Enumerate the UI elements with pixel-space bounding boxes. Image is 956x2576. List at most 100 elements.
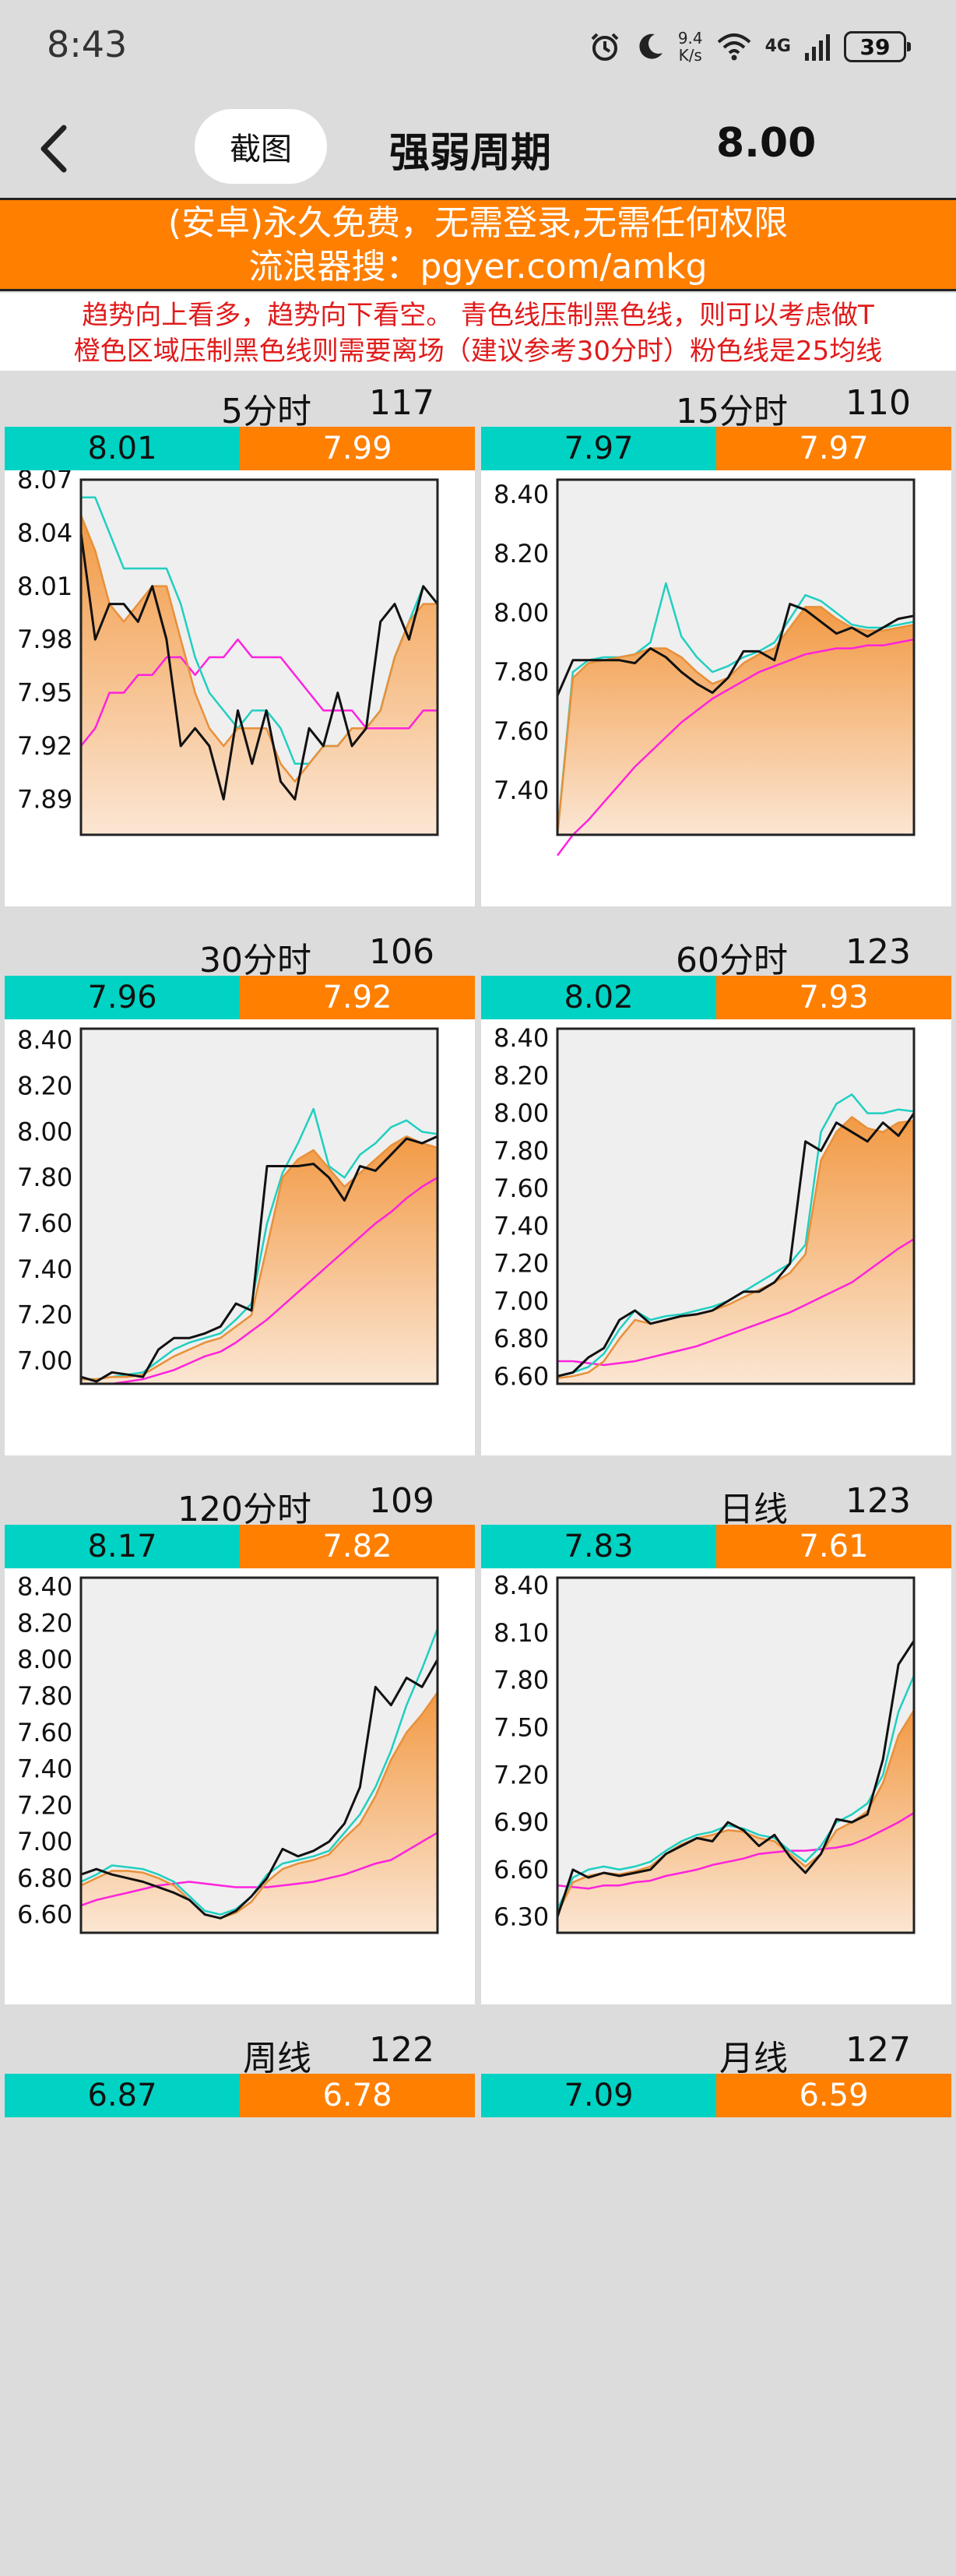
alarm-icon (591, 33, 619, 61)
y-tick-label: 7.00 (17, 1827, 72, 1856)
panel-value-bar: 8.02 7.93 (481, 976, 951, 1019)
panel-period-label: 120分时 (177, 1490, 311, 1529)
panel-value-bar: 6.87 6.78 (5, 2074, 475, 2117)
y-tick-label: 7.40 (17, 1255, 72, 1284)
panel-header: 日线 123 (481, 1478, 951, 1529)
orange-value: 7.82 (240, 1525, 475, 1568)
y-tick-label: 6.60 (17, 1900, 72, 1930)
panel-header: 5分时 117 (5, 380, 475, 431)
y-tick-label: 7.92 (17, 731, 72, 761)
orange-value: 7.99 (240, 427, 475, 470)
orange-value: 7.92 (240, 976, 475, 1019)
y-tick-label: 7.20 (494, 1760, 549, 1789)
plot-frame (556, 1576, 916, 1934)
y-tick-label: 8.40 (494, 480, 549, 509)
panel-count: 110 (845, 383, 911, 423)
panel-header: 60分时 123 (481, 929, 951, 980)
panel-header: 月线 127 (481, 2027, 951, 2078)
app-header: 截图 强弱周期 8.00 (0, 100, 956, 198)
y-tick-label: 8.20 (494, 539, 549, 568)
orange-area (557, 1117, 914, 1384)
y-tick-label: 7.40 (494, 1211, 549, 1240)
orange-area (81, 515, 438, 835)
cycle-panel: 120分时 109 8.17 7.82 8.40 8.20 8.00 7.80 7.60 7.40… (5, 1478, 475, 2027)
panel-header: 120分时 109 (5, 1478, 475, 1529)
y-tick-label: 7.20 (17, 1300, 72, 1330)
pink-ma25-line (81, 1177, 438, 1385)
y-tick-label: 7.00 (17, 1346, 72, 1376)
y-tick-label: 7.00 (494, 1286, 549, 1316)
y-tick-label: 6.60 (494, 1855, 549, 1884)
screenshot-button[interactable]: 截图 (195, 109, 327, 184)
panel-period-label: 60分时 (676, 941, 788, 980)
panel-value-bar: 7.09 6.59 (481, 2074, 951, 2117)
y-tick-label: 8.40 (494, 1023, 549, 1053)
promo-line-2: 流浪器搜：pgyer.com/amkg (248, 247, 708, 287)
orange-value: 6.78 (240, 2074, 475, 2117)
black-line (557, 1112, 916, 1378)
panel-header: 30分时 106 (5, 929, 475, 980)
panel-chart: 8.40 8.20 8.00 7.80 7.60 7.40 7.20 7.00 (5, 1019, 475, 1455)
pink-ma25-line (557, 1811, 915, 1890)
y-tick-label: 8.10 (494, 1618, 549, 1648)
y-tick-label: 7.50 (494, 1713, 549, 1743)
y-tick-label: 8.40 (494, 1571, 549, 1600)
y-tick-label: 7.80 (494, 1136, 549, 1166)
y-tick-label: 7.40 (17, 1754, 72, 1784)
panel-value-bar: 7.83 7.61 (481, 1525, 951, 1568)
panel-value-bar: 7.96 7.92 (5, 976, 475, 1019)
panel-chart: 8.07 8.04 8.01 7.98 7.95 7.92 7.89 (5, 470, 475, 906)
panel-count: 123 (845, 1481, 911, 1521)
orange-value: 7.97 (716, 427, 951, 470)
back-button[interactable] (33, 123, 79, 174)
current-price: 8.00 (716, 120, 817, 167)
cyan-line (81, 1107, 438, 1381)
cyan-value: 7.97 (481, 427, 716, 470)
y-tick-label: 8.07 (17, 470, 72, 494)
y-tick-label: 8.04 (17, 518, 72, 547)
cycle-panel: 5分时 117 8.01 7.99 8.07 8.04 8.01 7.98 7.95 7.92 7.… (5, 380, 475, 929)
y-tick-label: 7.98 (17, 625, 72, 654)
pink-ma25-line (556, 638, 915, 857)
cyan-value: 8.02 (481, 976, 716, 1019)
y-tick-label: 6.80 (17, 1863, 72, 1893)
y-tick-label: 7.40 (494, 776, 549, 805)
panel-count: 123 (845, 932, 911, 972)
orange-line (80, 1691, 439, 1920)
cyan-value: 6.87 (5, 2074, 240, 2117)
panel-count: 109 (369, 1481, 434, 1521)
chevron-left-icon (40, 125, 67, 173)
orange-area (81, 1136, 438, 1384)
panel-count: 117 (369, 383, 434, 423)
status-icons: 9.4 K/s 4G 39 (588, 26, 911, 67)
price-chart: 8.07 8.04 8.01 7.98 7.95 7.92 7.89 (17, 470, 439, 836)
y-tick-label: 7.60 (494, 1174, 549, 1203)
cycle-panel: 60分时 123 8.02 7.93 8.40 8.20 8.00 7.80 7.60 7.40 7… (481, 929, 951, 1478)
y-tick-label: 7.80 (494, 657, 549, 687)
net-speed: 9.4 K/s (678, 30, 703, 64)
black-line (80, 1659, 439, 1920)
panel-period-label: 日线 (719, 1490, 788, 1529)
panel-period-label: 月线 (719, 2039, 788, 2078)
y-tick-label: 6.30 (494, 1902, 549, 1932)
panel-chart: 8.40 8.20 8.00 7.80 7.60 7.40 7.20 7.00 6.80 6.60 (5, 1568, 475, 2004)
promo-banner: (安卓)永久免费，无需登录,无需任何权限 流浪器搜：pgyer.com/amkg (0, 198, 956, 291)
panel-header: 15分时 110 (481, 380, 951, 431)
y-tick-label: 6.90 (494, 1807, 549, 1837)
y-tick-label: 8.00 (494, 598, 549, 628)
y-tick-label: 7.60 (17, 1718, 72, 1747)
panel-count: 106 (369, 932, 434, 972)
plot-frame (556, 478, 916, 836)
orange-line (557, 1116, 915, 1380)
cycle-panel: 30分时 106 7.96 7.92 8.40 8.20 8.00 7.80 7.60 7.40 7… (5, 929, 475, 1478)
orange-area (557, 1710, 914, 1933)
y-tick-label: 6.80 (494, 1324, 549, 1353)
y-tick-label: 8.00 (17, 1117, 72, 1146)
cyan-value: 8.01 (5, 427, 240, 470)
panel-chart: 8.40 8.20 8.00 7.80 7.60 7.40 (481, 470, 951, 906)
battery-level: 39 (859, 33, 891, 60)
price-chart: 8.40 8.20 8.00 7.80 7.60 7.40 7.20 7.00 6.80 6.60 (17, 1572, 439, 1934)
cycle-panel: 日线 123 7.83 7.61 8.40 8.10 7.80 7.50 7.20 6.90 6.6… (481, 1478, 951, 2027)
y-tick-label: 7.80 (17, 1681, 72, 1711)
black-line (556, 1640, 916, 1918)
